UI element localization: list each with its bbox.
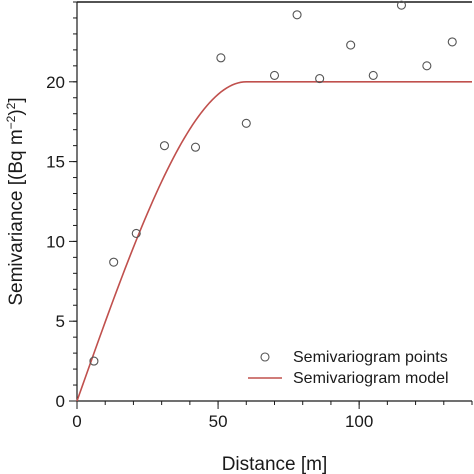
x-tick-label: 0 — [72, 412, 81, 431]
semivariogram-model-line — [76, 81, 472, 402]
semivariogram-point — [368, 70, 378, 80]
semivariogram-point — [89, 356, 99, 366]
semivariogram-point — [190, 142, 201, 152]
x-tick-label: 100 — [345, 412, 373, 431]
semivariogram-point — [422, 61, 432, 71]
semivariogram-point — [315, 74, 325, 84]
semivariogram-point — [216, 53, 226, 63]
points-layer — [89, 0, 457, 366]
y-axis-title-close-bracket: ] — [6, 97, 27, 102]
semivariogram-point — [109, 257, 119, 267]
semivariogram-point — [269, 70, 280, 80]
plot-frame — [76, 1, 472, 402]
legend-point-marker — [260, 352, 270, 362]
y-tick-label: 0 — [56, 392, 65, 411]
semivariogram-point — [346, 40, 356, 50]
legend-entry-label: Semivariogram points — [293, 349, 448, 366]
y-axis-title-inner-exponent: −2 — [4, 115, 18, 129]
y-axis-title-close-paren: ) — [6, 109, 27, 115]
y-axis-title-main: Semivariance [(Bq m — [6, 129, 27, 305]
model-layer — [76, 81, 472, 402]
semivariogram-point — [241, 118, 251, 128]
x-tick-label: 50 — [209, 412, 228, 431]
semivariogram-point — [396, 0, 407, 10]
semivariogram-point — [447, 37, 457, 47]
y-tick-label: 20 — [46, 73, 65, 92]
legend-entry-label: Semivariogram model — [293, 370, 449, 387]
semivariogram-point — [159, 141, 170, 151]
semivariogram-point — [292, 10, 302, 20]
x-axis: 0 50 100 — [72, 401, 473, 431]
x-axis-title: Distance [m] — [222, 454, 328, 474]
y-axis-title-outer-exponent: 2 — [4, 102, 18, 109]
legend: Semivariogram points Semivariogram model — [248, 349, 449, 387]
y-tick-label: 15 — [46, 153, 65, 172]
y-tick-label: 5 — [56, 312, 65, 331]
y-tick-label: 10 — [46, 232, 65, 251]
y-axis: 0 5 10 15 20 — [46, 1, 77, 411]
semivariogram-point — [131, 228, 141, 238]
y-axis-title: Semivariance [(Bq m−2)2] — [4, 97, 27, 305]
